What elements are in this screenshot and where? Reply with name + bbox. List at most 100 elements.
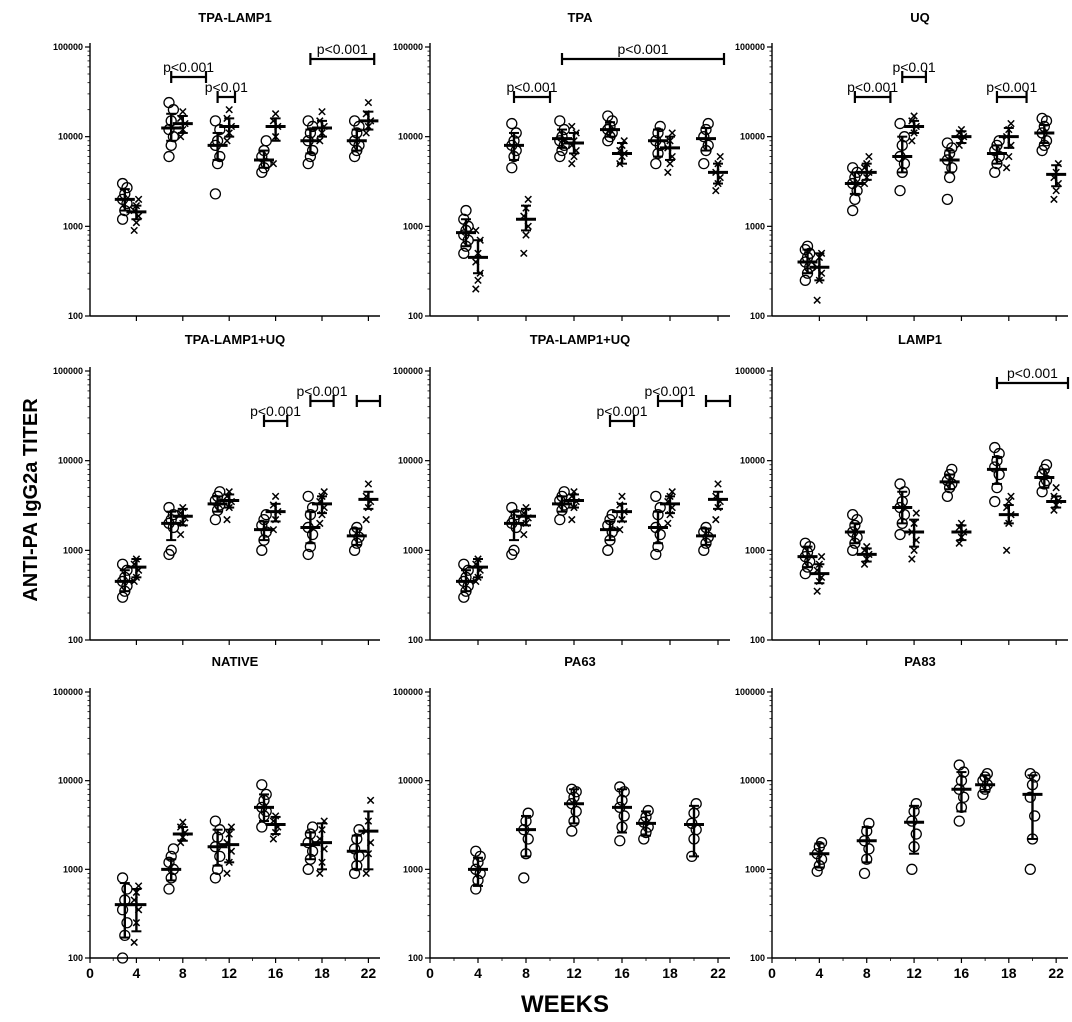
data-point-cross <box>524 195 532 204</box>
y-tick-label: 100 <box>750 953 765 963</box>
data-point-circle <box>116 213 129 225</box>
data-point-circle <box>566 825 578 837</box>
data-point-circle <box>163 883 175 895</box>
data-point-cross <box>474 276 482 285</box>
data-point-circle <box>306 144 319 157</box>
data-point-cross <box>616 525 624 534</box>
data-point-circle <box>1029 810 1041 822</box>
data-point-circle <box>554 513 566 526</box>
p-value-label: p<0.001 <box>1007 365 1058 381</box>
y-tick-label: 1000 <box>745 545 765 555</box>
chart-panel: TPA 100 1000 10000 100000 p<0.001 p<0.001 <box>393 10 730 321</box>
data-point-circle <box>618 810 630 822</box>
x-tick-label: 12 <box>906 965 922 981</box>
data-point-circle <box>847 544 859 556</box>
data-point-circle <box>977 788 989 801</box>
data-point-circle <box>214 150 226 163</box>
data-point-cross <box>316 519 324 528</box>
panel-title: TPA-LAMP1 <box>198 10 271 25</box>
data-point-circle <box>554 115 566 127</box>
data-point-cross <box>1005 497 1013 506</box>
data-point-cross <box>316 137 324 145</box>
x-tick-label: 22 <box>710 965 726 981</box>
data-point-circle <box>847 204 859 217</box>
panel-title: PA63 <box>564 654 596 669</box>
data-point-circle <box>1036 112 1048 125</box>
data-point-cross <box>176 132 185 141</box>
data-point-cross <box>910 546 918 555</box>
data-point-circle <box>981 767 993 780</box>
y-tick-label: 100000 <box>393 366 423 376</box>
y-tick-label: 100 <box>408 635 423 645</box>
data-point-cross <box>472 285 480 293</box>
data-point-circle <box>353 850 365 863</box>
data-point-circle <box>163 96 175 109</box>
data-point-cross <box>865 152 873 161</box>
data-point-circle <box>614 781 626 793</box>
data-point-circle <box>348 544 361 556</box>
data-point-circle <box>894 528 906 541</box>
y-tick-label: 1000 <box>403 221 423 231</box>
data-point-cross <box>910 112 918 120</box>
data-point-circle <box>163 123 175 136</box>
data-point-cross <box>269 525 278 534</box>
data-point-circle <box>209 872 222 884</box>
data-point-circle <box>602 110 614 122</box>
y-tick-label: 100000 <box>735 42 765 52</box>
data-point-cross <box>1002 164 1011 172</box>
data-point-circle <box>116 872 129 884</box>
chart-panel: PA63 100 1000 10000 100000 0 4 8 12 16 18 22 <box>393 654 730 981</box>
p-value-label: p<0.001 <box>847 79 898 95</box>
data-point-cross <box>223 869 231 878</box>
data-point-circle <box>458 591 470 603</box>
data-point-cross <box>1005 152 1013 161</box>
data-point-circle <box>518 872 530 884</box>
p-value-label: p<0.001 <box>507 79 558 95</box>
data-point-circle <box>256 150 268 163</box>
data-point-cross <box>568 515 576 524</box>
y-tick-label: 100 <box>408 311 423 321</box>
panel-title: NATIVE <box>212 654 259 669</box>
data-point-circle <box>1024 863 1036 875</box>
x-tick-label: 0 <box>768 965 776 981</box>
data-point-cross <box>472 226 480 235</box>
data-point-cross <box>1007 119 1015 128</box>
x-axis-label: WEEKS <box>521 991 609 1018</box>
data-point-circle <box>302 115 314 127</box>
data-point-circle <box>121 883 133 895</box>
x-tick-label: 22 <box>361 965 377 981</box>
data-point-circle <box>163 150 175 163</box>
data-point-cross <box>813 296 821 304</box>
data-point-circle <box>858 867 871 880</box>
panel-title: TPA-LAMP1+UQ <box>530 332 631 347</box>
data-point-circle <box>302 490 314 502</box>
data-point-circle <box>470 883 482 895</box>
data-point-cross <box>225 105 233 114</box>
chart-panel: TPA-LAMP1 100 1000 10000 100000 p<0.001 p<0.01… <box>53 10 380 321</box>
data-point-circle <box>554 150 566 163</box>
y-tick-label: 1000 <box>745 221 765 231</box>
data-point-circle <box>163 856 175 868</box>
data-point-circle <box>214 123 226 136</box>
data-point-cross <box>712 515 720 524</box>
chart-panel: TPA-LAMP1+UQ 100 1000 10000 100000 p<0.001 p<0… <box>393 332 732 645</box>
x-tick-label: 16 <box>954 965 970 981</box>
data-point-cross <box>271 110 280 118</box>
data-point-cross <box>269 835 278 843</box>
y-tick-label: 10000 <box>740 776 765 786</box>
data-point-circle <box>614 835 626 847</box>
data-point-cross <box>130 577 138 586</box>
data-point-cross <box>366 796 375 805</box>
y-tick-label: 100 <box>750 635 765 645</box>
panel-title: LAMP1 <box>898 332 942 347</box>
data-point-circle <box>650 158 662 170</box>
y-tick-label: 100000 <box>53 366 83 376</box>
x-tick-label: 12 <box>566 965 582 981</box>
data-point-circle <box>993 468 1005 481</box>
panel-title: TPA <box>567 10 593 25</box>
y-tick-label: 100 <box>68 953 83 963</box>
data-point-cross <box>813 587 821 595</box>
y-tick-label: 1000 <box>63 864 83 874</box>
data-point-circle <box>302 158 314 170</box>
